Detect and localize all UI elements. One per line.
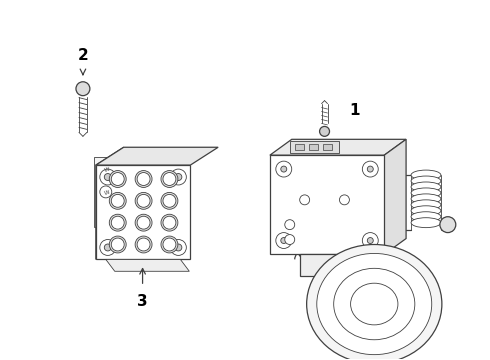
Polygon shape xyxy=(384,139,406,255)
Ellipse shape xyxy=(411,194,441,204)
Ellipse shape xyxy=(161,171,178,188)
Circle shape xyxy=(111,216,124,229)
Circle shape xyxy=(362,161,378,177)
Circle shape xyxy=(319,126,329,136)
Ellipse shape xyxy=(351,283,398,325)
Ellipse shape xyxy=(323,260,425,349)
Circle shape xyxy=(137,172,150,185)
Bar xyxy=(322,144,332,150)
Circle shape xyxy=(111,194,124,207)
Circle shape xyxy=(171,169,186,185)
Text: 1: 1 xyxy=(349,103,360,118)
Circle shape xyxy=(171,239,186,255)
Circle shape xyxy=(163,172,176,185)
Ellipse shape xyxy=(411,206,441,216)
Text: W: W xyxy=(103,167,110,173)
Ellipse shape xyxy=(411,188,441,198)
Circle shape xyxy=(368,238,373,243)
Ellipse shape xyxy=(109,214,126,231)
Bar xyxy=(309,144,318,150)
Circle shape xyxy=(285,220,294,230)
Circle shape xyxy=(100,169,116,185)
Bar xyxy=(290,141,340,153)
Circle shape xyxy=(100,186,112,198)
Circle shape xyxy=(340,195,349,205)
Ellipse shape xyxy=(161,192,178,209)
Circle shape xyxy=(137,216,150,229)
Circle shape xyxy=(175,244,182,251)
Circle shape xyxy=(368,166,373,172)
Circle shape xyxy=(137,238,150,251)
Text: 2: 2 xyxy=(77,48,88,63)
Polygon shape xyxy=(270,139,406,155)
Circle shape xyxy=(111,238,124,251)
Ellipse shape xyxy=(109,192,126,209)
Ellipse shape xyxy=(334,268,415,340)
Circle shape xyxy=(111,172,124,185)
Ellipse shape xyxy=(135,214,152,231)
Circle shape xyxy=(281,238,287,243)
Ellipse shape xyxy=(307,244,442,360)
Circle shape xyxy=(104,174,111,180)
Ellipse shape xyxy=(411,182,441,192)
Circle shape xyxy=(276,161,292,177)
Polygon shape xyxy=(106,260,189,271)
Polygon shape xyxy=(96,147,218,165)
Ellipse shape xyxy=(135,171,152,188)
Ellipse shape xyxy=(411,212,441,222)
Bar xyxy=(300,255,354,276)
Circle shape xyxy=(175,174,182,180)
Ellipse shape xyxy=(109,236,126,253)
Ellipse shape xyxy=(135,192,152,209)
Polygon shape xyxy=(96,147,123,260)
Ellipse shape xyxy=(161,236,178,253)
Circle shape xyxy=(281,166,287,172)
Text: 3: 3 xyxy=(137,294,148,309)
Polygon shape xyxy=(327,255,421,274)
Ellipse shape xyxy=(411,176,441,186)
Circle shape xyxy=(362,233,378,248)
Ellipse shape xyxy=(109,171,126,188)
Circle shape xyxy=(100,239,116,255)
Circle shape xyxy=(440,217,456,233)
Ellipse shape xyxy=(411,170,441,180)
Ellipse shape xyxy=(411,218,441,228)
Circle shape xyxy=(285,235,294,244)
Circle shape xyxy=(137,194,150,207)
Circle shape xyxy=(163,216,176,229)
Text: W: W xyxy=(103,190,110,196)
Circle shape xyxy=(300,195,310,205)
Circle shape xyxy=(163,238,176,251)
Polygon shape xyxy=(94,157,123,227)
Circle shape xyxy=(163,194,176,207)
Circle shape xyxy=(104,244,111,251)
Ellipse shape xyxy=(411,200,441,210)
Bar xyxy=(294,144,304,150)
Polygon shape xyxy=(270,155,384,255)
Circle shape xyxy=(76,82,90,96)
Ellipse shape xyxy=(161,214,178,231)
Circle shape xyxy=(276,233,292,248)
Polygon shape xyxy=(96,165,190,260)
Ellipse shape xyxy=(317,253,432,355)
Ellipse shape xyxy=(135,236,152,253)
